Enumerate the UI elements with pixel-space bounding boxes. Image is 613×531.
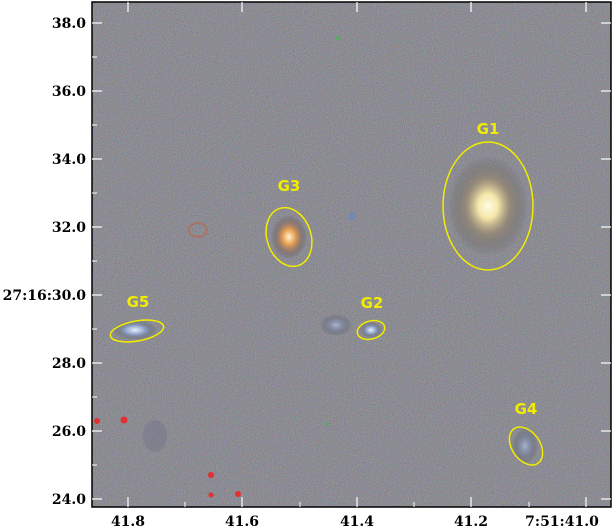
x-tick-label: 41.4 <box>340 514 374 530</box>
y-tick-label: 38.0 <box>52 16 86 32</box>
red-arc-artifact <box>188 222 208 238</box>
galaxy-g5-label: G5 <box>127 293 150 311</box>
galaxy-g1-image <box>448 156 528 256</box>
galaxy-g3-label: G3 <box>278 177 301 195</box>
faint-blue-source <box>348 212 356 220</box>
y-tick-label: 24.0 <box>52 492 86 508</box>
galaxy-g5-image <box>113 320 157 340</box>
minor-tick-marks <box>92 56 530 507</box>
y-tick-label: 36.0 <box>52 84 86 100</box>
y-tick-label: 26.0 <box>52 424 86 440</box>
galaxy-g4-ellipse <box>508 426 544 466</box>
plot-frame <box>91 1 612 508</box>
tick-marks <box>92 2 611 507</box>
x-tick-label: 41.8 <box>111 514 145 530</box>
x-tick-label: 7:51:41.0 <box>525 514 599 530</box>
galaxy-g2-ellipse <box>356 319 386 341</box>
y-tick-label: 32.0 <box>52 220 86 236</box>
red-artifact <box>208 472 214 478</box>
green-pixel <box>324 422 328 426</box>
y-tick-label: 28.0 <box>52 356 86 372</box>
sky-image: G1 G2 G3 G4 G5 <box>92 2 611 507</box>
galaxy-g1-label: G1 <box>477 120 500 138</box>
red-artifact <box>120 416 128 424</box>
galaxy-g3-ellipse <box>265 206 313 268</box>
y-tick-label: 34.0 <box>52 152 86 168</box>
red-artifact <box>235 491 241 497</box>
galaxy-g5-ellipse <box>109 319 165 343</box>
galaxy-g4-image <box>512 428 538 464</box>
galaxy-g4-label: G4 <box>515 400 538 418</box>
galaxy-g2-image <box>360 322 382 338</box>
green-pixel <box>336 36 340 40</box>
y-tick-label: 27:16:30.0 <box>3 288 87 304</box>
red-artifact <box>208 492 214 498</box>
x-tick-label: 41.6 <box>225 514 259 530</box>
faint-diffuse-source <box>143 420 167 452</box>
galaxy-g3-image <box>271 215 307 259</box>
galaxy-g2-label: G2 <box>361 294 384 312</box>
faint-source <box>320 314 352 336</box>
x-tick-label: 41.2 <box>454 514 488 530</box>
red-artifact <box>94 418 100 424</box>
galaxy-g1-ellipse <box>442 141 534 271</box>
